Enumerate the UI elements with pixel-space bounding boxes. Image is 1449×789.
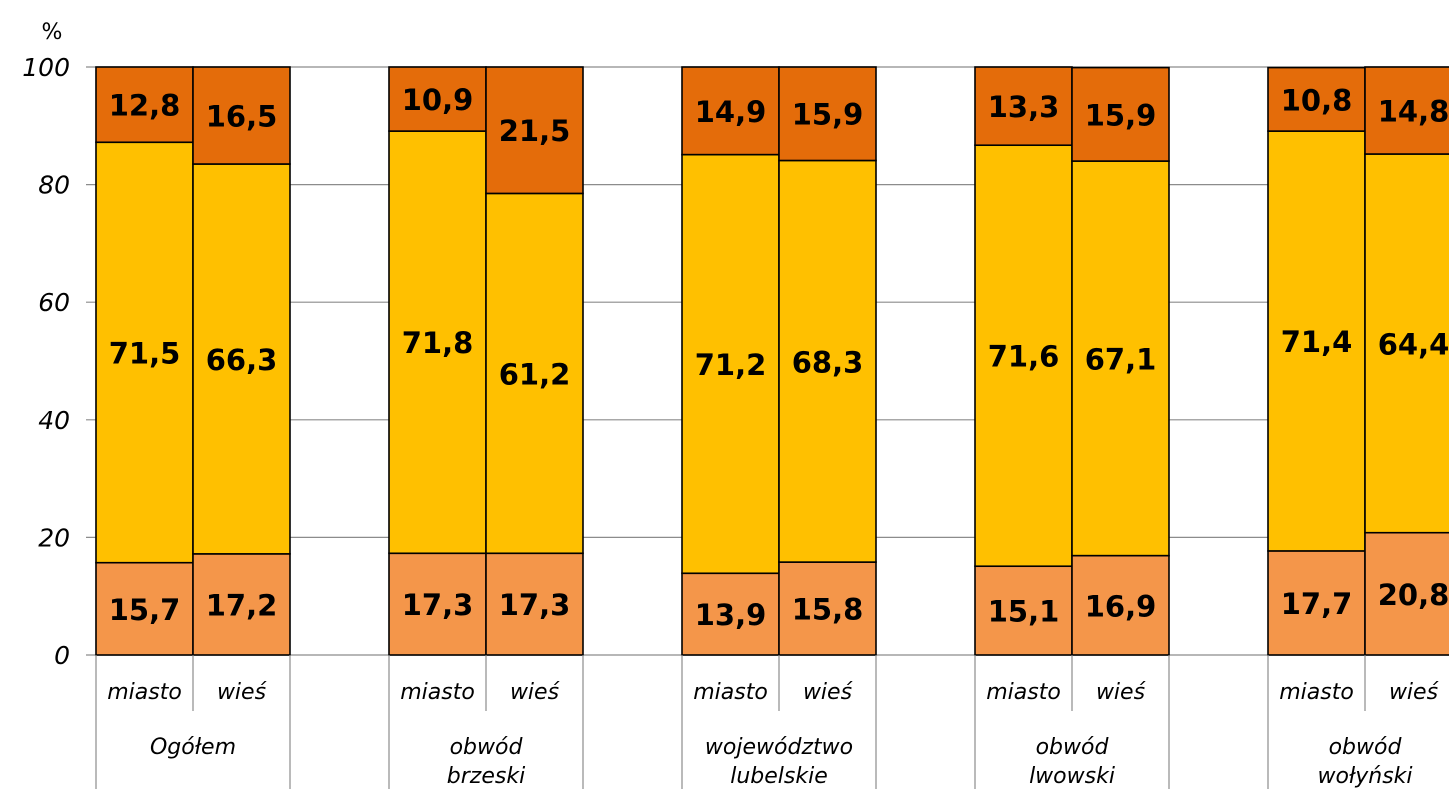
data-label: 17,2 xyxy=(206,588,278,622)
data-label: 71,5 xyxy=(109,336,181,370)
bar-top-segment xyxy=(778,66,877,162)
bar-middle-segment xyxy=(192,163,291,555)
data-label: 16,5 xyxy=(206,100,278,134)
bar-bottom-segment xyxy=(485,552,584,656)
data-label: 10,8 xyxy=(1281,83,1353,117)
data-label: 71,4 xyxy=(1281,325,1353,359)
y-tick-label: 40 xyxy=(38,406,70,435)
bar-middle-segment xyxy=(388,130,487,555)
bar-middle-segment xyxy=(95,141,194,564)
bar-bottom-segment xyxy=(1071,554,1170,656)
x-subcategory-label: wieś xyxy=(1096,680,1147,705)
data-label: 71,8 xyxy=(402,326,474,360)
data-label: 71,6 xyxy=(988,340,1060,374)
bar-top-segment xyxy=(974,66,1073,147)
y-axis-unit-label: % xyxy=(42,20,63,45)
x-subcategory-label: wieś xyxy=(803,680,854,705)
data-label: 15,9 xyxy=(792,98,864,132)
x-category-label: lwowski xyxy=(1029,764,1115,789)
x-category-label: obwód xyxy=(1329,735,1403,760)
bar-middle-segment xyxy=(974,144,1073,568)
bar-top-segment xyxy=(192,66,291,165)
bar-middle-segment xyxy=(778,159,877,563)
data-label: 17,7 xyxy=(1281,587,1353,621)
y-tick-label: 60 xyxy=(38,288,70,317)
x-subcategory-label: miasto xyxy=(986,680,1061,705)
bar-segments xyxy=(95,66,1449,656)
bar-top-segment xyxy=(1364,66,1449,155)
y-axis-ticks: 0 20 40 60 80 100 xyxy=(22,53,70,670)
data-label: 61,2 xyxy=(499,357,571,391)
x-category-label: brzeski xyxy=(447,764,525,789)
data-label: 17,3 xyxy=(499,588,571,622)
data-label: 13,3 xyxy=(988,90,1060,124)
x-subcategory-label: miasto xyxy=(693,680,768,705)
data-label: 15,1 xyxy=(988,595,1060,629)
bar-top-segment xyxy=(485,66,584,195)
data-label: 15,8 xyxy=(792,593,864,627)
bar-bottom-segment xyxy=(192,553,291,656)
data-labels: 15,7 71,5 12,8 17,2 66,3 16,5 17,3 71,8 10,9 17,3… xyxy=(109,83,1449,632)
bar-bottom-segment xyxy=(974,565,1073,656)
bar-bottom-segment xyxy=(1267,550,1366,656)
data-label: 14,8 xyxy=(1378,95,1449,129)
x-subcategory-label: wieś xyxy=(510,680,561,705)
bar-top-segment xyxy=(1071,66,1170,162)
data-label: 16,9 xyxy=(1085,589,1157,623)
x-axis: miasto wieś Ogółem miasto wieś obwód brzeski mi… xyxy=(95,655,1440,789)
x-subcategory-label: miasto xyxy=(107,680,182,705)
y-tick-label: 100 xyxy=(22,53,70,82)
bar-bottom-segment xyxy=(778,561,877,656)
bar-bottom-segment xyxy=(95,561,194,656)
data-label: 10,9 xyxy=(402,83,474,117)
bar-middle-segment xyxy=(1071,160,1170,557)
bar-bottom-segment xyxy=(1364,531,1449,656)
bar-bottom-segment xyxy=(681,572,780,656)
x-category-label: lubelskie xyxy=(730,764,828,789)
y-tick-label: 0 xyxy=(54,641,70,670)
data-label: 14,9 xyxy=(695,95,767,129)
x-category-label: województwo xyxy=(705,735,853,760)
x-subcategory-label: miasto xyxy=(1279,680,1354,705)
bar-middle-segment xyxy=(681,153,780,575)
data-label: 12,8 xyxy=(109,89,181,123)
data-label: 15,7 xyxy=(109,593,181,627)
data-label: 67,1 xyxy=(1085,342,1157,376)
y-tick-label: 80 xyxy=(38,171,70,200)
bar-top-segment xyxy=(681,66,780,156)
x-category-label: obwód xyxy=(1036,735,1110,760)
x-subcategory-label: wieś xyxy=(217,680,268,705)
bar-top-segment xyxy=(95,66,194,144)
data-label: 68,3 xyxy=(792,345,864,379)
data-label: 15,9 xyxy=(1085,98,1157,132)
data-label: 20,8 xyxy=(1378,578,1449,612)
bar-middle-segment xyxy=(485,192,584,555)
x-subcategory-label: wieś xyxy=(1389,680,1440,705)
y-tick-label: 20 xyxy=(38,523,70,552)
data-label: 71,2 xyxy=(695,348,767,382)
data-label: 66,3 xyxy=(206,343,278,377)
data-label: 21,5 xyxy=(499,114,571,148)
data-label: 13,9 xyxy=(695,598,767,632)
x-category-label: wołyński xyxy=(1317,764,1412,789)
data-label: 17,3 xyxy=(402,588,474,622)
x-category-label: Ogółem xyxy=(150,735,236,760)
x-category-label: obwód xyxy=(450,735,524,760)
x-subcategory-label: miasto xyxy=(400,680,475,705)
bar-top-segment xyxy=(388,66,487,132)
data-label: 64,4 xyxy=(1378,327,1449,361)
